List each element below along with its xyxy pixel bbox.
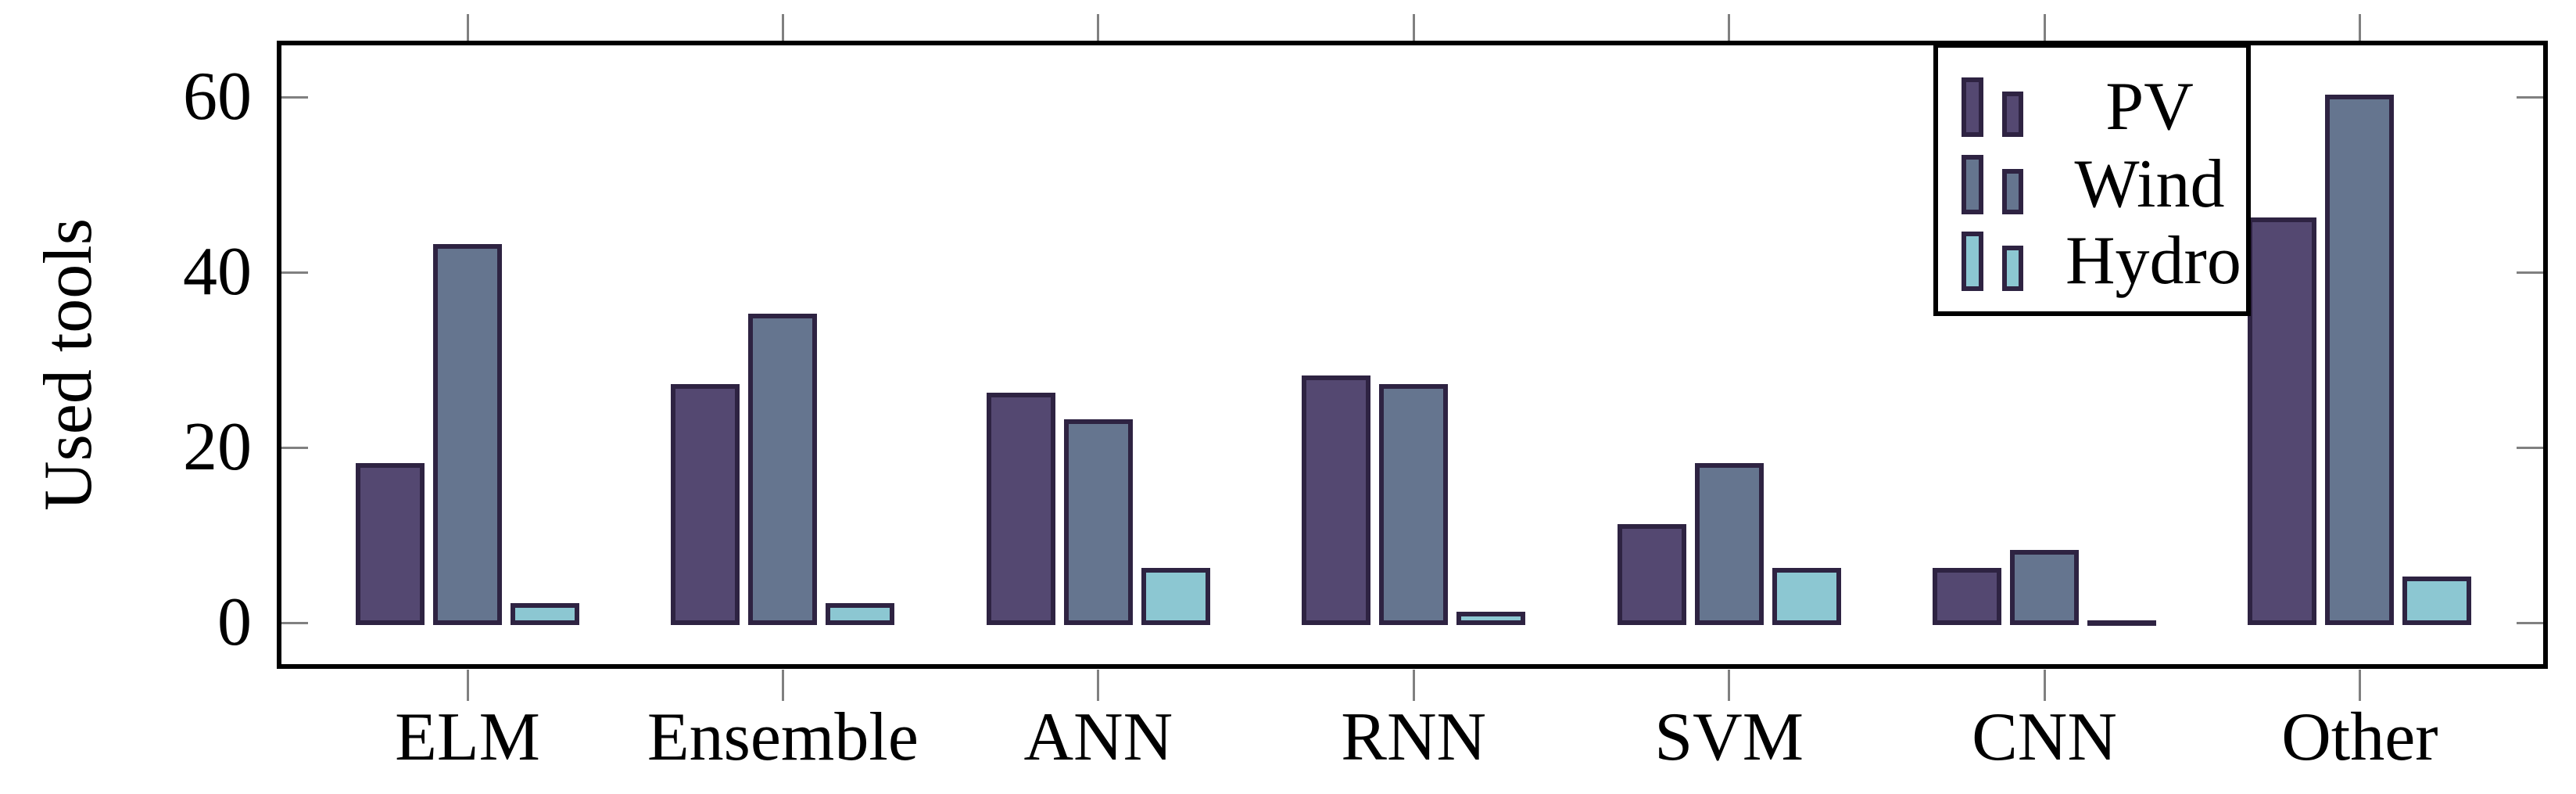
legend-label-hydro: Hydro [2065, 223, 2241, 299]
legend-marker-wind [1962, 154, 2065, 214]
x-tick-label-elm: ELM [395, 699, 540, 775]
x-tick-label-ann: ANN [1023, 699, 1173, 775]
x-tick-label-other: Other [2281, 699, 2438, 775]
bar-hydro-elm [511, 602, 579, 626]
x-tick-bottom-ensemble [781, 670, 784, 701]
x-tick-bottom-ann [1097, 670, 1100, 701]
x-tick-label-cnn: CNN [1972, 699, 2117, 775]
bar-wind-other [2325, 95, 2395, 626]
bar-wind-rnn [1379, 383, 1449, 626]
x-tick-top-cnn [2043, 14, 2046, 41]
x-tick-bottom-elm [466, 670, 469, 701]
y-tick-label-0: 0 [217, 584, 252, 661]
x-tick-top-rnn [1412, 14, 1415, 41]
legend-item-hydro: Hydro [1962, 221, 2241, 296]
bar-wind-cnn [2010, 550, 2079, 626]
x-tick-label-ensemble: Ensemble [647, 699, 919, 775]
y-tick-label-20: 20 [183, 409, 252, 486]
bar-pv-cnn [1933, 567, 2001, 626]
y-tick-left-0 [281, 621, 308, 624]
wind-color-swatch-small [2002, 168, 2023, 214]
bar-hydro-svm [1772, 567, 1841, 626]
y-tick-left-60 [281, 95, 308, 99]
y-tick-right-0 [2517, 621, 2543, 624]
bar-wind-ensemble [748, 314, 818, 626]
hydro-color-swatch [1962, 232, 1983, 291]
bar-hydro-ensemble [826, 602, 895, 626]
legend: PV Wind Hydro [1933, 43, 2251, 316]
bar-wind-ann [1063, 419, 1133, 626]
x-tick-bottom-cnn [2043, 670, 2046, 701]
pv-color-swatch [1962, 77, 1983, 137]
legend-marker-pv [1962, 77, 2065, 137]
y-tick-right-20 [2517, 446, 2543, 449]
bar-pv-ensemble [671, 383, 740, 626]
x-tick-top-ensemble [781, 14, 784, 41]
legend-item-wind: Wind [1962, 144, 2234, 218]
x-tick-bottom-other [2358, 670, 2361, 701]
bar-hydro-cnn [2087, 620, 2156, 627]
legend-item-pv: PV [1962, 66, 2234, 142]
plot-frame [277, 41, 2548, 669]
bar-pv-rnn [1302, 375, 1371, 626]
y-tick-right-40 [2517, 271, 2543, 274]
x-tick-top-svm [1728, 14, 1731, 41]
x-tick-label-svm: SVM [1654, 699, 1804, 775]
bar-hydro-rnn [1456, 611, 1526, 626]
legend-label-pv: PV [2105, 69, 2194, 145]
y-tick-label-60: 60 [183, 59, 252, 135]
bar-pv-other [2248, 217, 2317, 626]
bar-wind-svm [1694, 462, 1764, 626]
x-tick-bottom-svm [1728, 670, 1731, 701]
y-tick-left-20 [281, 446, 308, 449]
bar-hydro-other [2402, 577, 2472, 626]
bar-pv-ann [986, 392, 1055, 626]
x-tick-top-elm [466, 14, 469, 41]
y-tick-left-40 [281, 271, 308, 274]
bar-wind-elm [433, 243, 502, 626]
y-tick-right-60 [2517, 95, 2543, 99]
bar-hydro-ann [1141, 567, 1210, 626]
x-tick-top-ann [1097, 14, 1100, 41]
x-tick-top-other [2358, 14, 2361, 41]
pv-color-swatch-small [2002, 92, 2023, 137]
x-tick-label-rnn: RNN [1341, 699, 1487, 775]
bar-pv-svm [1617, 523, 1686, 626]
wind-color-swatch [1962, 154, 1983, 214]
legend-marker-hydro [1962, 232, 2065, 291]
y-tick-label-40: 40 [183, 234, 252, 311]
legend-label-wind: Wind [2074, 146, 2225, 222]
hydro-color-swatch-small [2002, 246, 2023, 291]
bar-pv-elm [356, 462, 425, 626]
x-tick-bottom-rnn [1412, 670, 1415, 701]
